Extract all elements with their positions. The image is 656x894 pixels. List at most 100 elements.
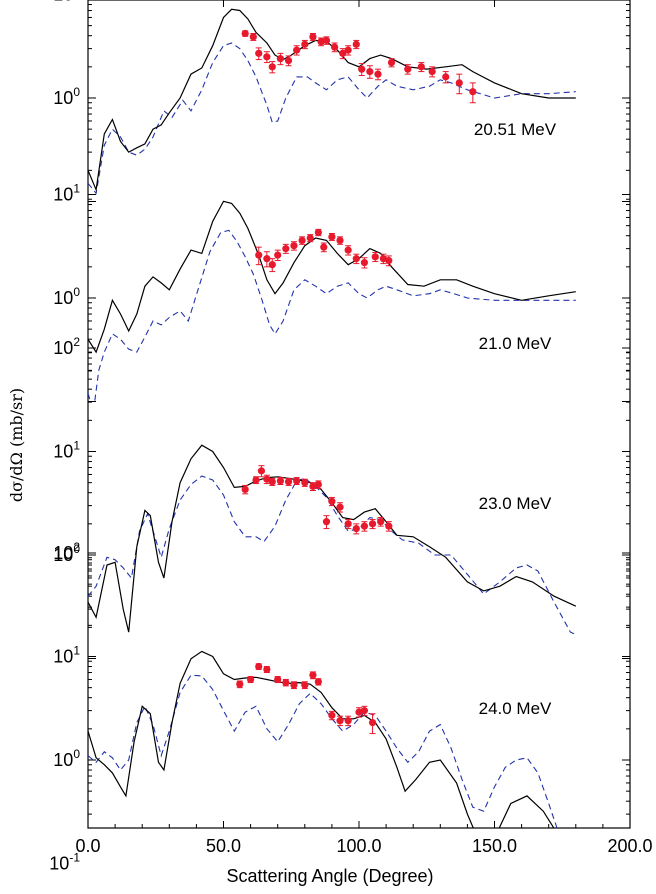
data-point <box>274 249 282 262</box>
dashed-curve-panel-2 <box>88 229 576 402</box>
data-point <box>385 255 393 267</box>
data-point <box>404 64 412 75</box>
y-tick-label: 100 <box>53 85 80 108</box>
axis-layer <box>87 0 631 829</box>
data-marker <box>320 243 328 251</box>
data-marker <box>293 477 301 485</box>
data-point <box>360 257 369 269</box>
data-point <box>442 71 450 84</box>
x-tick-label: 150.0 <box>472 836 517 856</box>
data-point <box>290 241 298 251</box>
data-marker <box>352 40 360 48</box>
data-point <box>339 48 347 60</box>
data-point <box>469 82 477 104</box>
data-point <box>290 681 298 690</box>
data-marker <box>371 253 379 261</box>
data-point <box>255 662 263 671</box>
data-point <box>314 480 322 489</box>
data-point <box>298 236 306 245</box>
data-marker <box>360 522 369 530</box>
data-marker <box>317 38 325 46</box>
data-marker <box>255 662 263 671</box>
data-marker <box>293 46 301 54</box>
data-marker <box>374 70 382 78</box>
solid-curve-panel-1 <box>88 8 576 192</box>
data-marker <box>309 482 317 491</box>
data-point <box>301 681 309 690</box>
data-marker <box>276 477 285 485</box>
x-axis-title: Scattering Angle (Degree) <box>226 866 433 886</box>
data-marker <box>268 63 276 71</box>
data-marker <box>344 246 352 254</box>
data-point <box>282 243 290 254</box>
y-tick-label: 101 <box>53 0 80 5</box>
data-marker <box>263 255 271 263</box>
data-point <box>360 521 369 532</box>
data-marker <box>331 43 339 51</box>
data-marker <box>255 49 263 57</box>
data-point <box>371 252 379 263</box>
data-marker <box>268 478 276 486</box>
data-point <box>276 52 285 66</box>
data-marker <box>442 73 450 81</box>
data-point <box>336 715 344 727</box>
solid-curve-panel-2 <box>88 200 576 354</box>
data-point <box>352 523 360 535</box>
data-marker <box>360 258 369 267</box>
energy-label: 24.0 MeV <box>479 699 552 718</box>
x-tick-label: 200.0 <box>607 836 652 856</box>
data-point <box>379 253 387 265</box>
data-marker <box>268 261 276 269</box>
data-marker <box>314 228 322 237</box>
data-marker <box>428 67 436 76</box>
data-point <box>374 68 382 81</box>
data-point <box>309 671 317 680</box>
data-marker <box>241 485 249 494</box>
data-point <box>282 678 290 687</box>
data-point <box>284 477 293 486</box>
data-marker <box>469 88 477 96</box>
data-point <box>263 251 271 268</box>
y-tick-label: 100 <box>53 542 80 565</box>
data-point <box>263 51 271 64</box>
data-marker <box>301 40 309 48</box>
data-point <box>455 73 463 95</box>
energy-label: 20.51 MeV <box>474 120 557 139</box>
data-marker <box>249 33 257 41</box>
data-point <box>358 63 366 76</box>
x-tick-label: 50.0 <box>206 836 241 856</box>
data-marker <box>379 255 387 263</box>
data-marker <box>282 245 290 253</box>
data-point <box>255 47 263 61</box>
y-tick-label: 100 <box>53 285 80 308</box>
curves-layer <box>88 8 577 828</box>
data-point <box>252 476 260 485</box>
labels-layer: 0.0 50.0 100.0 150.0 200.0 101 100 20.51 MeV 101… <box>49 0 652 874</box>
data-marker <box>314 678 322 686</box>
y-tick-label: 102 <box>53 540 80 563</box>
x-tick-label: 100.0 <box>336 836 381 856</box>
dashed-curve-panel-3 <box>88 475 577 636</box>
data-marker <box>336 717 344 725</box>
data-point <box>276 477 285 485</box>
data-point <box>306 234 314 243</box>
data-marker <box>355 708 363 716</box>
data-marker <box>455 79 463 87</box>
data-marker <box>377 518 385 526</box>
data-marker <box>282 678 290 687</box>
data-marker <box>358 65 366 73</box>
data-marker <box>290 242 298 250</box>
data-point <box>314 228 322 237</box>
data-point <box>236 680 244 689</box>
data-point <box>387 58 396 68</box>
data-point <box>322 515 331 530</box>
solid-curve-panel-3 <box>88 444 577 633</box>
data-marker <box>404 65 412 73</box>
y-tick-label: 10-1 <box>49 851 80 874</box>
data-marker <box>298 236 306 245</box>
data-point <box>331 42 339 53</box>
data-marker <box>336 236 344 245</box>
data-marker <box>322 36 331 45</box>
data-marker <box>366 67 374 76</box>
data-marker <box>263 53 271 61</box>
